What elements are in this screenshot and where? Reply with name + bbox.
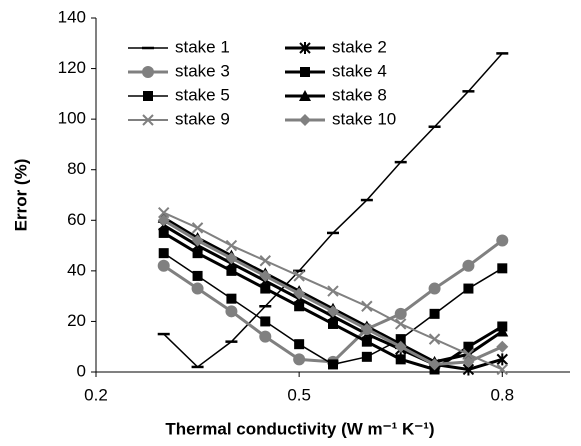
y-tick-label: 100 [58, 109, 86, 128]
y-axis-label: Error (%) [11, 159, 30, 232]
marker [158, 227, 169, 238]
marker [463, 283, 474, 294]
legend-label: stake 3 [175, 61, 230, 80]
x-tick-label: 0.5 [287, 385, 311, 404]
marker [293, 270, 305, 282]
marker [463, 341, 474, 352]
legend-label: stake 9 [175, 109, 230, 128]
series [158, 227, 508, 375]
legend-label: stake 1 [175, 37, 230, 56]
legend-item: stake 3 [128, 61, 230, 80]
marker [462, 348, 475, 361]
marker [395, 318, 407, 330]
legend-item: stake 4 [285, 61, 387, 80]
legend-marker [142, 114, 154, 126]
y-tick-label: 120 [58, 58, 86, 77]
marker [428, 282, 441, 295]
marker [394, 307, 407, 320]
marker [260, 316, 271, 327]
marker [361, 351, 372, 362]
legend-label: stake 5 [175, 85, 230, 104]
marker [259, 330, 272, 343]
marker [226, 265, 237, 276]
legend-label: stake 4 [332, 61, 387, 80]
legend-item: stake 10 [285, 109, 396, 128]
legend-item: stake 1 [128, 37, 230, 56]
marker [496, 234, 509, 247]
x-tick-label: 0.2 [84, 385, 108, 404]
y-tick-label: 0 [77, 361, 86, 380]
marker [327, 285, 339, 297]
marker [361, 300, 373, 312]
series [158, 206, 508, 376]
marker [259, 269, 272, 282]
marker [158, 248, 169, 259]
y-tick-label: 40 [67, 260, 86, 279]
marker [497, 263, 508, 274]
legend-label: stake 8 [332, 85, 387, 104]
marker [496, 340, 509, 353]
marker [294, 339, 305, 350]
marker [260, 283, 271, 294]
marker [191, 234, 204, 247]
marker [191, 282, 204, 295]
legend-label: stake 2 [332, 37, 387, 56]
marker [394, 340, 407, 353]
marker [293, 287, 306, 300]
marker [428, 358, 441, 371]
legend-item: stake 9 [128, 109, 230, 128]
y-tick-label: 140 [58, 7, 86, 26]
marker [158, 206, 170, 219]
marker [328, 318, 338, 329]
legend-marker [143, 91, 153, 101]
legend-item: stake 5 [128, 85, 230, 104]
marker [395, 354, 406, 365]
marker [191, 222, 204, 234]
y-tick-label: 20 [67, 311, 86, 330]
marker [192, 248, 203, 259]
marker [360, 323, 373, 336]
x-axis-label: Thermal conductivity (W m⁻¹ K⁻¹) [165, 419, 434, 438]
marker [429, 308, 440, 319]
y-tick-label: 60 [67, 210, 86, 229]
marker [157, 214, 170, 227]
series [157, 214, 509, 371]
marker [225, 252, 238, 265]
marker [327, 305, 339, 318]
marker [226, 293, 237, 304]
legend-item: stake 2 [285, 37, 387, 56]
marker [192, 270, 203, 281]
legend-marker [300, 67, 310, 77]
marker [328, 359, 338, 370]
marker [462, 259, 475, 272]
marker [294, 301, 305, 312]
marker [496, 363, 508, 376]
marker [496, 325, 509, 337]
legend-item: stake 8 [285, 85, 387, 104]
marker [157, 259, 170, 272]
legend-label: stake 10 [332, 109, 396, 128]
marker [496, 353, 508, 366]
legend-marker [299, 42, 311, 54]
marker [225, 239, 238, 252]
marker [293, 353, 306, 366]
legend-marker [142, 66, 154, 78]
x-tick-label: 0.8 [490, 385, 514, 404]
legend-marker [299, 90, 311, 101]
marker [259, 255, 271, 267]
marker [225, 305, 238, 318]
y-tick-label: 80 [67, 159, 86, 178]
legend-marker [299, 114, 311, 126]
marker [428, 333, 441, 345]
marker [361, 336, 372, 347]
marker [462, 355, 475, 368]
